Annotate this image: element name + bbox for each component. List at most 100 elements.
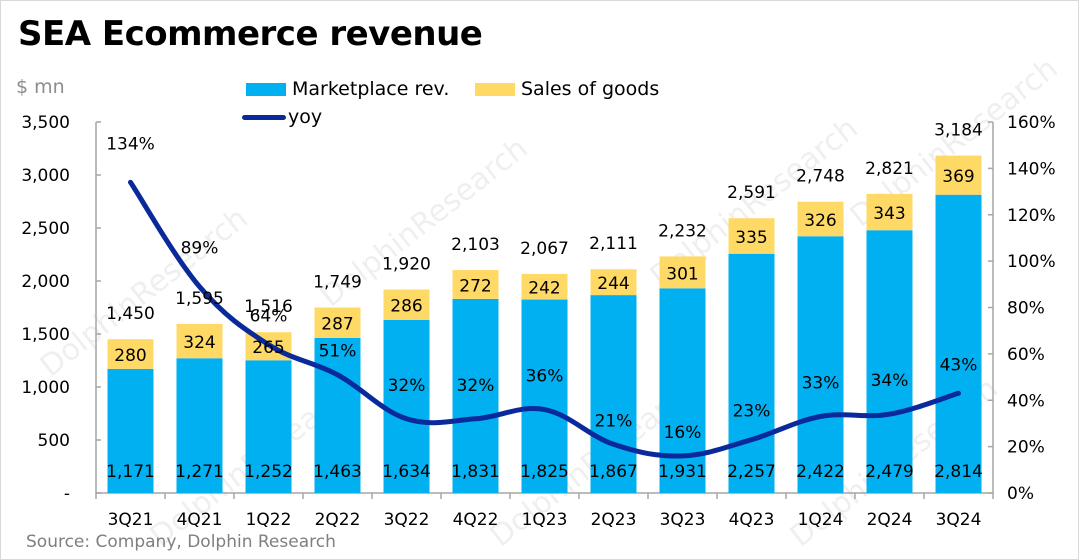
- legend-item-yoy: yoy: [242, 106, 322, 128]
- right-axis-tick-label: 60%: [1007, 345, 1045, 365]
- left-axis-tick-label: 3,000: [21, 166, 70, 186]
- label-sales-of-goods: 287: [321, 315, 353, 335]
- x-axis-tick-label: 4Q22: [453, 510, 499, 530]
- left-axis-tick-label: -: [64, 484, 70, 504]
- right-axis-tick-label: 160%: [1007, 113, 1056, 133]
- label-marketplace: 1,867: [589, 462, 638, 482]
- label-sales-of-goods: 335: [735, 228, 767, 248]
- x-axis-tick-label: 3Q23: [660, 510, 706, 530]
- legend-label-goods: Sales of goods: [521, 78, 660, 100]
- x-axis-tick-label: 3Q21: [108, 510, 154, 530]
- bar-sales-of-goods: [728, 218, 775, 254]
- x-axis-tick-label: 1Q22: [246, 510, 292, 530]
- label-total: 1,450: [106, 304, 155, 324]
- x-axis-tick-label: 4Q21: [177, 510, 223, 530]
- yoy-line: [128, 179, 961, 459]
- bar-marketplace: [245, 360, 292, 493]
- label-yoy: 21%: [595, 411, 633, 431]
- bar-sales-of-goods: [521, 273, 568, 300]
- bar-sales-of-goods: [107, 339, 154, 369]
- label-marketplace: 1,825: [520, 462, 569, 482]
- label-yoy: 51%: [319, 342, 357, 362]
- label-yoy: 64%: [250, 307, 288, 327]
- bar-marketplace: [659, 288, 706, 493]
- label-total: 2,821: [865, 159, 914, 179]
- source-note: Source: Company, Dolphin Research: [26, 532, 336, 552]
- label-total: 1,920: [382, 254, 431, 274]
- label-total: 3,184: [934, 121, 983, 141]
- label-marketplace: 1,931: [658, 462, 707, 482]
- x-axis-tick-label: 4Q23: [729, 510, 775, 530]
- bar-sales-of-goods: [176, 323, 223, 359]
- bar-sales-of-goods: [935, 155, 982, 195]
- left-axis-tick-label: 1,000: [21, 378, 70, 398]
- label-sales-of-goods: 326: [804, 211, 836, 231]
- bar-marketplace: [383, 319, 430, 493]
- label-total: 2,067: [520, 239, 569, 259]
- label-yoy: 134%: [106, 134, 155, 154]
- label-marketplace: 2,814: [934, 462, 983, 482]
- bar-marketplace: [314, 337, 361, 493]
- legend-item-goods: Sales of goods: [475, 78, 659, 100]
- label-sales-of-goods: 272: [459, 276, 491, 296]
- label-marketplace: 1,831: [451, 462, 500, 482]
- label-yoy: 32%: [388, 376, 426, 396]
- y-axis-unit-label: $ mn: [16, 76, 65, 98]
- label-marketplace: 1,171: [106, 462, 155, 482]
- bar-sales-of-goods: [314, 307, 361, 338]
- bar-sales-of-goods: [797, 201, 844, 237]
- label-total: 2,591: [727, 183, 776, 203]
- x-axis-tick-label: 1Q24: [798, 510, 844, 530]
- label-total: 2,748: [796, 167, 845, 187]
- label-sales-of-goods: 244: [597, 274, 629, 294]
- bar-marketplace: [935, 194, 982, 493]
- label-marketplace: 1,463: [313, 462, 362, 482]
- right-axis-tick-label: 0%: [1007, 484, 1034, 504]
- label-sales-of-goods: 301: [666, 264, 698, 284]
- bar-sales-of-goods: [659, 256, 706, 289]
- bar-sales-of-goods: [866, 193, 913, 231]
- bar-marketplace: [866, 230, 913, 493]
- bar-marketplace: [521, 299, 568, 493]
- label-sales-of-goods: 343: [873, 204, 905, 224]
- chart-title: SEA Ecommerce revenue: [18, 14, 483, 54]
- x-axis-tick-label: 1Q23: [522, 510, 568, 530]
- legend-swatch-yoy: [242, 114, 286, 120]
- bar-marketplace: [797, 236, 844, 493]
- label-marketplace: 2,257: [727, 462, 776, 482]
- label-total: 2,103: [451, 235, 500, 255]
- label-sales-of-goods: 369: [942, 167, 974, 187]
- bar-sales-of-goods: [452, 270, 499, 299]
- bar-marketplace: [176, 358, 223, 493]
- x-axis-tick-label: 2Q22: [315, 510, 361, 530]
- right-axis-tick-label: 40%: [1007, 391, 1045, 411]
- label-yoy: 89%: [181, 239, 219, 259]
- right-axis-tick-label: 100%: [1007, 252, 1056, 272]
- bar-marketplace: [107, 368, 154, 493]
- legend-swatch-marketplace: [246, 82, 286, 96]
- bar-marketplace: [590, 295, 637, 493]
- right-axis-tick-label: 80%: [1007, 299, 1045, 319]
- legend-label-marketplace: Marketplace rev.: [292, 78, 450, 100]
- bar-marketplace: [728, 253, 775, 493]
- label-sales-of-goods: 265: [252, 338, 284, 358]
- left-axis-tick-label: 500: [38, 431, 70, 451]
- label-total: 1,749: [313, 273, 362, 293]
- label-marketplace: 1,271: [175, 462, 224, 482]
- label-marketplace: 2,422: [796, 462, 845, 482]
- label-marketplace: 1,634: [382, 462, 431, 482]
- left-axis-tick-label: 3,500: [21, 113, 70, 133]
- x-axis-tick-label: 2Q23: [591, 510, 637, 530]
- label-marketplace: 1,252: [244, 462, 293, 482]
- label-sales-of-goods: 324: [183, 333, 215, 353]
- legend-label-yoy: yoy: [288, 106, 323, 128]
- label-sales-of-goods: 280: [114, 346, 146, 366]
- label-yoy: 34%: [871, 371, 909, 391]
- x-axis-tick-label: 2Q24: [867, 510, 913, 530]
- right-axis-tick-label: 120%: [1007, 206, 1056, 226]
- label-total: 2,232: [658, 221, 707, 241]
- x-axis-tick-label: 3Q24: [936, 510, 982, 530]
- label-total: 1,595: [175, 289, 224, 309]
- label-yoy: 32%: [457, 376, 495, 396]
